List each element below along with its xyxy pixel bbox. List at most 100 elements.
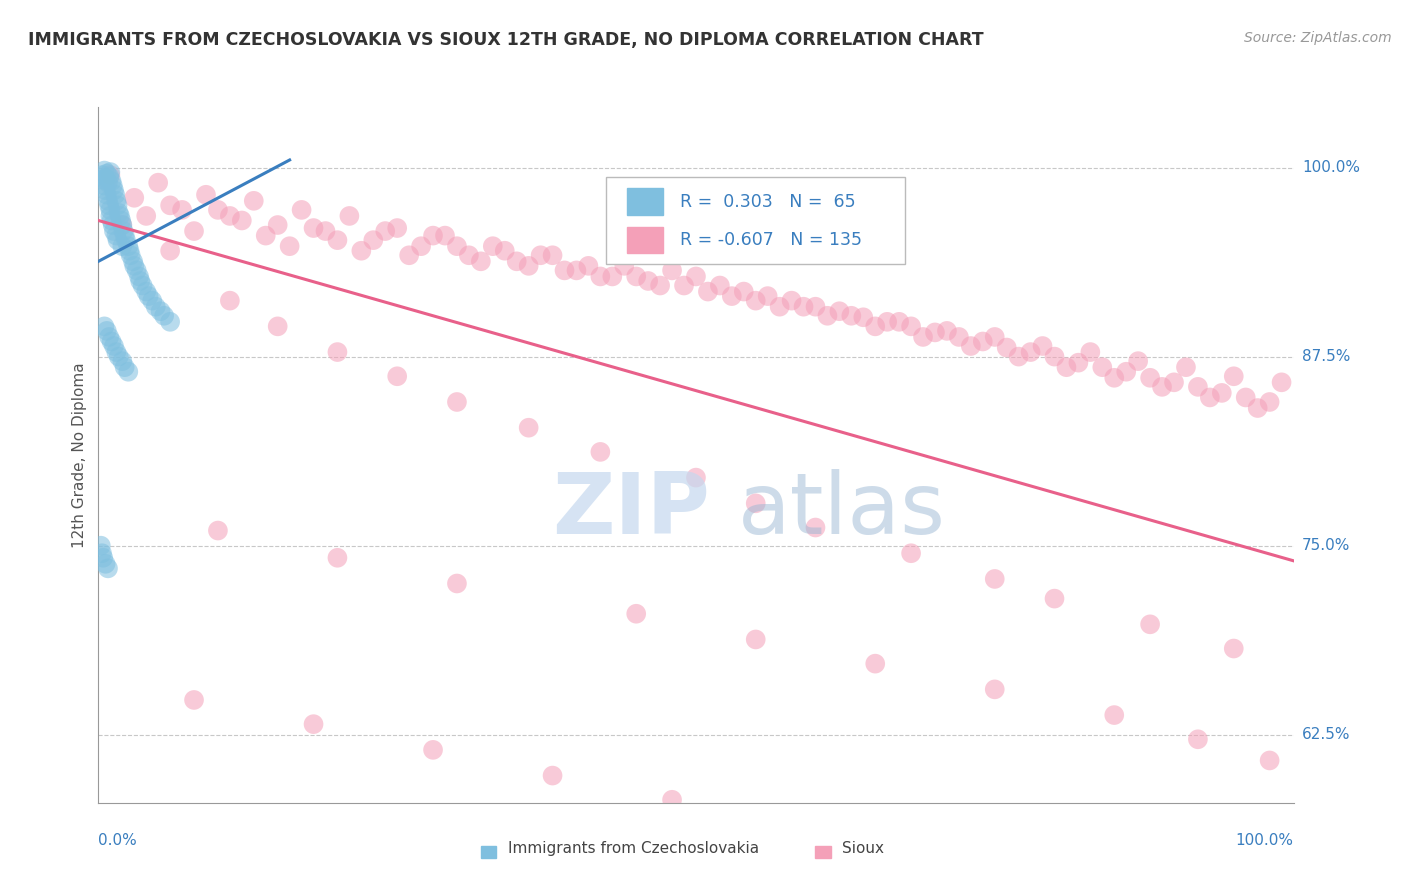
Point bbox=[385, 221, 409, 235]
Point bbox=[117, 239, 139, 253]
Point bbox=[900, 546, 922, 560]
Point bbox=[91, 546, 114, 560]
Point bbox=[828, 304, 851, 318]
Point bbox=[446, 576, 468, 591]
Point bbox=[97, 561, 120, 575]
Text: 75.0%: 75.0% bbox=[1302, 538, 1350, 553]
Point bbox=[648, 278, 672, 293]
Point bbox=[93, 163, 115, 178]
Text: 0.0%: 0.0% bbox=[98, 833, 138, 848]
Point bbox=[302, 717, 325, 731]
Point bbox=[98, 169, 121, 184]
Point bbox=[110, 213, 132, 227]
Point bbox=[1222, 369, 1246, 384]
Point bbox=[141, 293, 163, 308]
Point bbox=[948, 330, 970, 344]
Point bbox=[105, 228, 128, 243]
Point bbox=[709, 278, 731, 293]
Point bbox=[1054, 360, 1078, 375]
Point bbox=[97, 194, 120, 208]
Point bbox=[900, 319, 922, 334]
Point bbox=[565, 263, 588, 277]
Point bbox=[745, 293, 768, 308]
Point bbox=[194, 187, 217, 202]
Point bbox=[661, 263, 683, 277]
Point bbox=[983, 330, 1005, 344]
Point bbox=[107, 233, 129, 247]
Point bbox=[219, 209, 242, 223]
Point bbox=[863, 657, 886, 671]
Point bbox=[697, 285, 720, 299]
Point bbox=[125, 263, 148, 277]
Point bbox=[685, 269, 707, 284]
Point bbox=[494, 244, 516, 258]
Point bbox=[129, 274, 152, 288]
Point bbox=[517, 420, 540, 434]
Point bbox=[254, 228, 277, 243]
Point bbox=[1091, 360, 1114, 375]
Point bbox=[411, 239, 433, 253]
Point bbox=[101, 178, 124, 193]
Point bbox=[98, 168, 122, 182]
Point bbox=[100, 213, 122, 227]
Point bbox=[554, 263, 576, 277]
Point bbox=[219, 293, 242, 308]
Point bbox=[104, 187, 127, 202]
Point bbox=[804, 300, 827, 314]
Point bbox=[135, 209, 157, 223]
Point bbox=[96, 187, 118, 202]
Point bbox=[673, 278, 696, 293]
Text: atlas: atlas bbox=[738, 469, 946, 552]
Point bbox=[153, 309, 176, 323]
Point bbox=[145, 300, 167, 314]
Point bbox=[243, 194, 266, 208]
Point bbox=[613, 259, 636, 273]
Point bbox=[889, 315, 911, 329]
Point bbox=[422, 228, 444, 243]
Point bbox=[112, 224, 135, 238]
Point bbox=[422, 743, 444, 757]
Point bbox=[122, 254, 145, 268]
Point bbox=[589, 445, 612, 459]
Point bbox=[1128, 354, 1150, 368]
Point bbox=[103, 183, 125, 197]
Point bbox=[350, 244, 373, 258]
Point bbox=[529, 248, 551, 262]
Point bbox=[433, 228, 456, 243]
Point bbox=[111, 354, 134, 368]
Point bbox=[756, 289, 779, 303]
Point bbox=[911, 330, 934, 344]
Point bbox=[315, 224, 337, 238]
Point bbox=[105, 345, 128, 359]
Point bbox=[98, 165, 122, 179]
Point bbox=[148, 176, 170, 190]
Point bbox=[290, 202, 312, 217]
Point bbox=[863, 319, 886, 334]
Point bbox=[111, 218, 134, 232]
Point bbox=[458, 248, 481, 262]
Point bbox=[576, 259, 599, 273]
Point bbox=[302, 221, 325, 235]
Point bbox=[107, 206, 129, 220]
Point bbox=[98, 198, 121, 212]
Point bbox=[103, 224, 125, 238]
Point bbox=[172, 202, 194, 217]
Point bbox=[114, 360, 136, 375]
Point bbox=[98, 202, 122, 217]
Point bbox=[94, 183, 117, 197]
Point bbox=[183, 224, 205, 238]
Point bbox=[94, 557, 117, 571]
Point bbox=[1102, 371, 1125, 385]
Point bbox=[959, 339, 981, 353]
Point bbox=[768, 300, 790, 314]
Point bbox=[839, 309, 862, 323]
Point bbox=[446, 239, 468, 253]
Point bbox=[278, 239, 301, 253]
Point bbox=[326, 233, 349, 247]
Point bbox=[804, 520, 827, 534]
Point bbox=[120, 248, 142, 262]
Point bbox=[995, 341, 1018, 355]
Point bbox=[1163, 376, 1185, 390]
Point bbox=[721, 289, 744, 303]
Point bbox=[541, 248, 564, 262]
